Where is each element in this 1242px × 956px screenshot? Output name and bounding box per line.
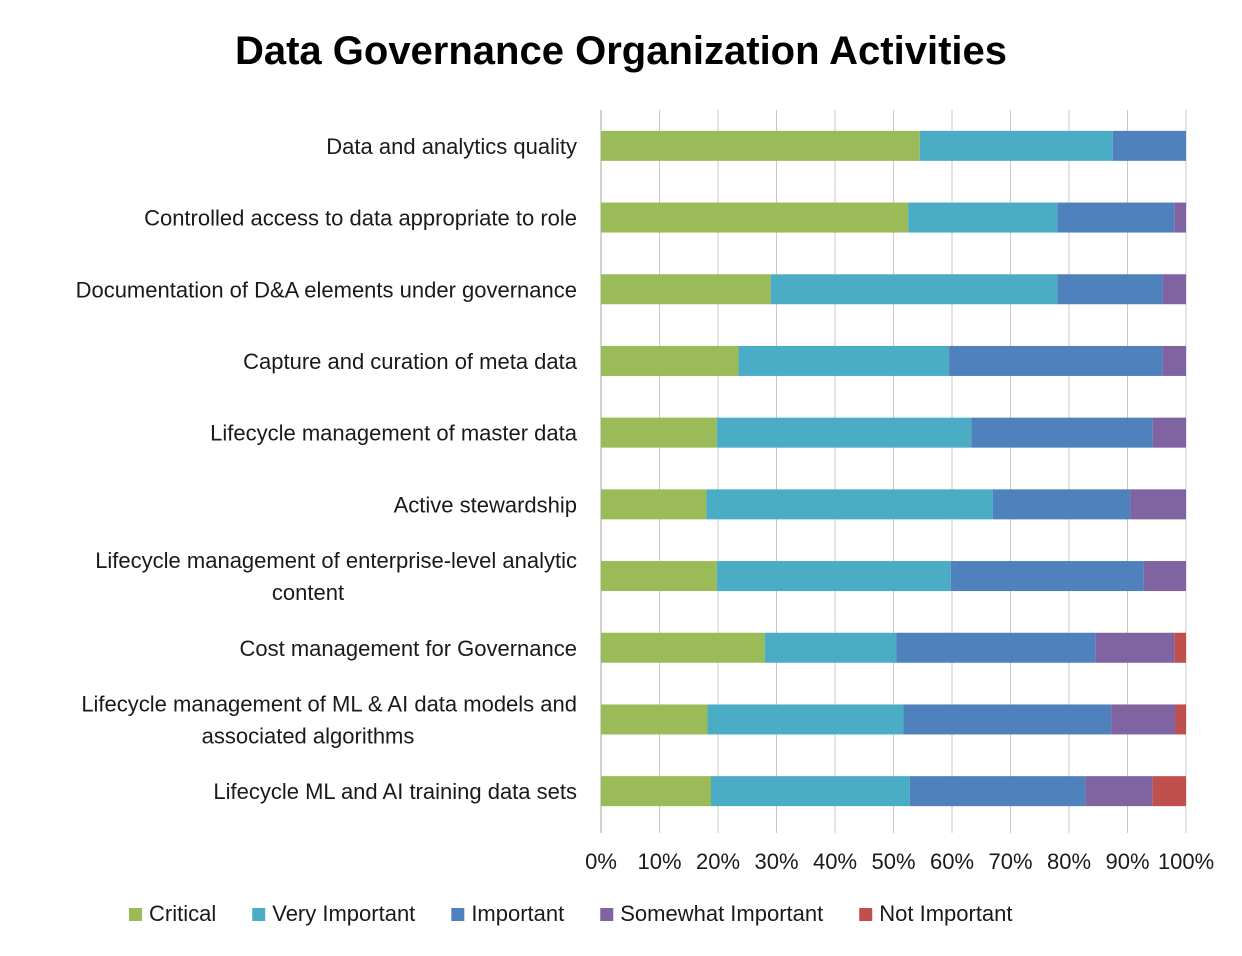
bar-segment bbox=[950, 561, 1144, 592]
legend-label: Somewhat Important bbox=[620, 901, 823, 926]
bar-segment bbox=[1095, 632, 1175, 663]
x-tick-label: 70% bbox=[988, 849, 1032, 874]
category-label: Lifecycle management of ML & AI data mod… bbox=[81, 691, 577, 716]
x-tick-label: 0% bbox=[585, 849, 617, 874]
legend-label: Important bbox=[471, 901, 564, 926]
category-label: associated algorithms bbox=[202, 723, 415, 748]
category-label: Documentation of D&A elements under gove… bbox=[76, 277, 577, 302]
bar-segment bbox=[896, 632, 1096, 663]
bar-segment bbox=[601, 489, 707, 520]
legend-swatch bbox=[451, 908, 465, 921]
bar-segment bbox=[1152, 417, 1186, 448]
x-tick-label: 60% bbox=[930, 849, 974, 874]
legend-swatch bbox=[600, 908, 614, 921]
bar-segment bbox=[949, 345, 1163, 376]
bar-segment bbox=[1085, 776, 1153, 807]
bar-segment bbox=[1175, 704, 1186, 735]
bar-segment bbox=[919, 130, 1113, 161]
legend: Critical Very Important Important Somewhat … bbox=[129, 901, 1013, 926]
bar-segment bbox=[601, 776, 711, 807]
x-tick-label: 10% bbox=[637, 849, 681, 874]
category-label: Capture and curation of meta data bbox=[243, 349, 578, 374]
bar-segment bbox=[1057, 202, 1175, 233]
bar-segment bbox=[710, 776, 910, 807]
bar-segment bbox=[1130, 489, 1186, 520]
bar-segment bbox=[601, 632, 765, 663]
bar-segment bbox=[601, 561, 717, 592]
bar-segment bbox=[601, 130, 920, 161]
x-tick-label: 90% bbox=[1105, 849, 1149, 874]
bar-segment bbox=[1143, 561, 1186, 592]
x-tick-labels: 0% 10% 20% 30% 40% 50% 60% 70% 80% 90% 100% bbox=[585, 849, 1214, 874]
legend-label: Very Important bbox=[272, 901, 415, 926]
legend-swatch bbox=[859, 908, 873, 921]
x-tick-label: 20% bbox=[696, 849, 740, 874]
x-tick-label: 30% bbox=[754, 849, 798, 874]
bar-segment bbox=[707, 704, 904, 735]
bar-segment bbox=[1112, 130, 1186, 161]
legend-label: Not Important bbox=[879, 901, 1012, 926]
bar-segment bbox=[909, 776, 1086, 807]
bars bbox=[601, 130, 1186, 807]
bar-segment bbox=[601, 345, 739, 376]
bar-segment bbox=[706, 489, 993, 520]
category-label: Controlled access to data appropriate to… bbox=[144, 206, 577, 231]
bar-segment bbox=[601, 202, 909, 233]
bar-segment bbox=[716, 417, 972, 448]
legend-label: Critical bbox=[149, 901, 216, 926]
category-labels: Data and analytics quality Controlled acc… bbox=[76, 134, 578, 804]
bar-segment bbox=[903, 704, 1112, 735]
bar-segment bbox=[1162, 274, 1186, 305]
category-label: Lifecycle ML and AI training data sets bbox=[213, 779, 577, 804]
x-tick-label: 80% bbox=[1047, 849, 1091, 874]
bar-segment bbox=[1152, 776, 1186, 807]
x-tick-label: 40% bbox=[813, 849, 857, 874]
bar-segment bbox=[1111, 704, 1176, 735]
bar-segment bbox=[601, 417, 717, 448]
category-label: Lifecycle management of enterprise-level… bbox=[95, 548, 577, 573]
chart-title: Data Governance Organization Activities bbox=[235, 29, 1007, 73]
category-label: content bbox=[272, 580, 344, 605]
category-label: Cost management for Governance bbox=[239, 636, 577, 661]
category-label: Data and analytics quality bbox=[326, 134, 577, 159]
bar-segment bbox=[1162, 345, 1186, 376]
legend-swatch bbox=[129, 908, 142, 921]
bar-segment bbox=[738, 345, 950, 376]
category-label: Active stewardship bbox=[394, 492, 577, 517]
category-label: Lifecycle management of master data bbox=[210, 421, 578, 446]
bar-segment bbox=[992, 489, 1131, 520]
x-tick-label: 100% bbox=[1158, 849, 1214, 874]
legend-swatch bbox=[252, 908, 266, 921]
bar-segment bbox=[1174, 202, 1186, 233]
bar-segment bbox=[601, 704, 708, 735]
bar-segment bbox=[770, 274, 1058, 305]
x-tick-label: 50% bbox=[871, 849, 915, 874]
bar-segment bbox=[1174, 632, 1186, 663]
bar-segment bbox=[1057, 274, 1163, 305]
bar-segment bbox=[908, 202, 1058, 233]
bar-segment bbox=[971, 417, 1153, 448]
bar-segment bbox=[764, 632, 897, 663]
bar-segment bbox=[716, 561, 951, 592]
bar-segment bbox=[601, 274, 771, 305]
